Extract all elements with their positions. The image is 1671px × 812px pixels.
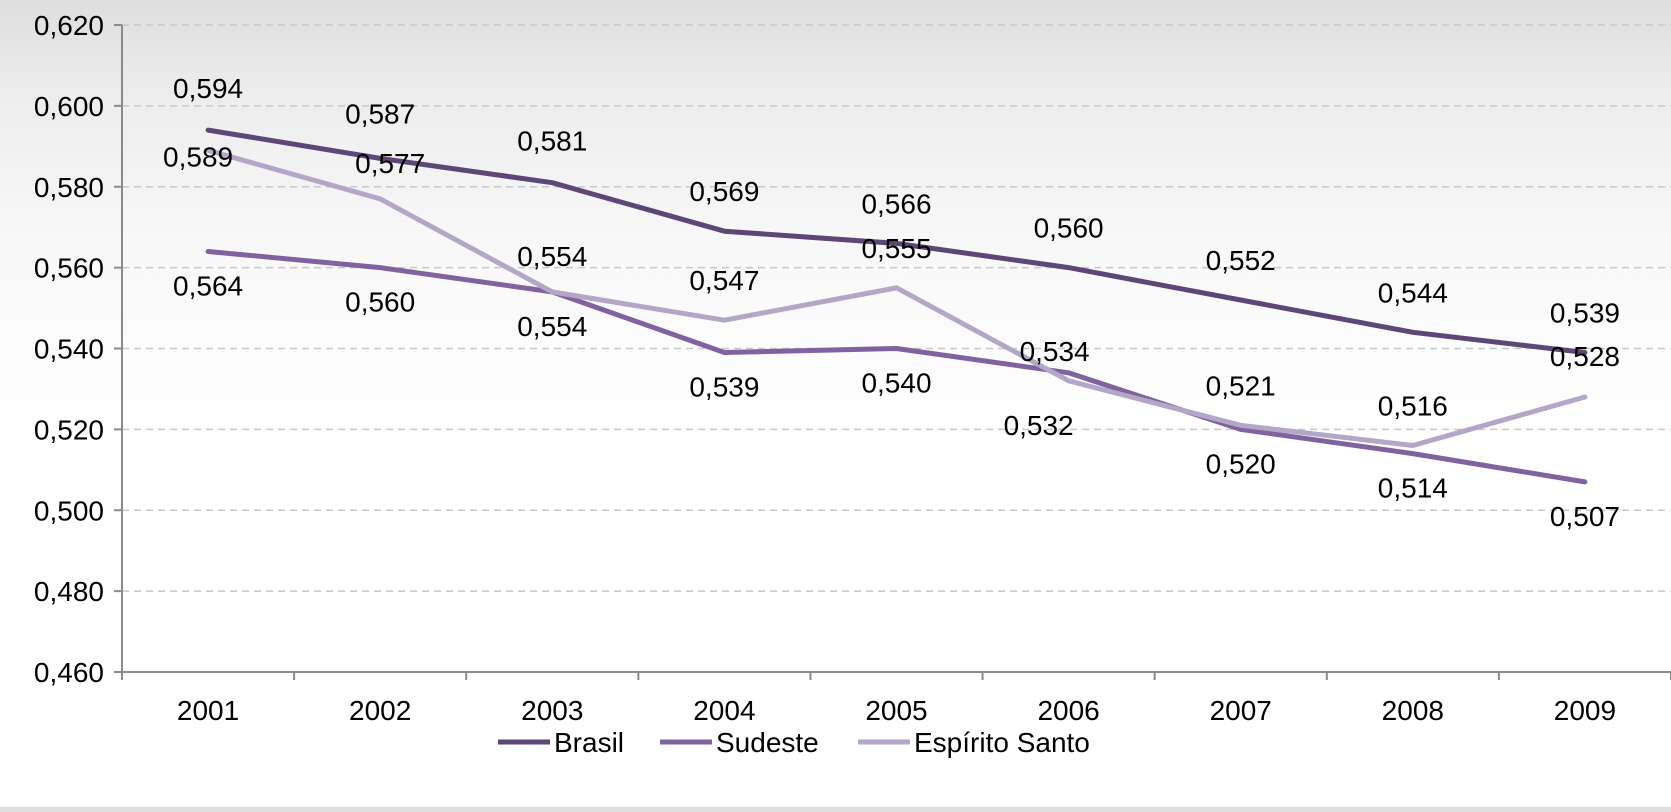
x-tick-label: 2006 <box>1037 695 1099 726</box>
axis-layer: 0,460 0,480 0,500 0,520 0,540 0,560 0,580 0,600… <box>34 10 1671 726</box>
data-label-layer: 0,594 0,587 0,581 0,569 0,566 0,560 0,552 0,544… <box>163 73 1620 532</box>
data-label: 0,554 <box>517 241 587 272</box>
data-label: 0,589 <box>163 141 233 172</box>
x-tick-label: 2004 <box>693 695 755 726</box>
series-layer <box>205 127 1588 485</box>
data-label: 0,560 <box>345 287 415 318</box>
data-label: 0,569 <box>689 176 759 207</box>
legend-label: Brasil <box>554 727 624 758</box>
y-tick-label: 0,460 <box>34 657 104 688</box>
y-tick-label: 0,520 <box>34 414 104 445</box>
x-tick-label: 2003 <box>521 695 583 726</box>
data-label: 0,552 <box>1206 245 1276 276</box>
series-line-espírito-santo <box>205 147 1588 448</box>
data-label: 0,564 <box>173 270 243 301</box>
x-tick-label: 2008 <box>1382 695 1444 726</box>
x-tick-label: 2001 <box>177 695 239 726</box>
data-label: 0,566 <box>861 188 931 219</box>
data-label: 0,554 <box>517 311 587 342</box>
x-tick-label: 2007 <box>1210 695 1272 726</box>
data-label: 0,534 <box>1020 336 1090 367</box>
data-label: 0,532 <box>1004 410 1074 441</box>
y-tick-label: 0,480 <box>34 576 104 607</box>
legend: Brasil Sudeste Espírito Santo <box>498 727 1090 758</box>
data-label: 0,587 <box>345 98 415 129</box>
data-label: 0,521 <box>1206 370 1276 401</box>
y-tick-label: 0,560 <box>34 253 104 284</box>
data-label: 0,547 <box>689 265 759 296</box>
data-label: 0,577 <box>355 148 425 179</box>
data-label: 0,555 <box>861 233 931 264</box>
y-tick-label: 0,540 <box>34 334 104 365</box>
data-label: 0,516 <box>1378 391 1448 422</box>
data-label: 0,514 <box>1378 473 1448 504</box>
legend-item: Sudeste <box>660 727 819 758</box>
y-tick-label: 0,580 <box>34 172 104 203</box>
data-label: 0,539 <box>689 372 759 403</box>
y-tick-label: 0,600 <box>34 91 104 122</box>
series-line-sudeste <box>205 249 1588 485</box>
legend-label: Espírito Santo <box>914 727 1090 758</box>
legend-label: Sudeste <box>716 727 819 758</box>
data-label: 0,539 <box>1550 298 1620 329</box>
data-label: 0,528 <box>1550 341 1620 372</box>
data-label: 0,540 <box>861 368 931 399</box>
data-label: 0,581 <box>517 126 587 157</box>
legend-item: Espírito Santo <box>858 727 1090 758</box>
y-tick-label: 0,620 <box>34 10 104 41</box>
data-label: 0,594 <box>173 73 243 104</box>
x-tick-label: 2005 <box>865 695 927 726</box>
data-label: 0,520 <box>1206 448 1276 479</box>
data-label: 0,544 <box>1378 277 1448 308</box>
series-line-brasil <box>205 127 1588 355</box>
data-label: 0,560 <box>1034 213 1104 244</box>
y-tick-label: 0,500 <box>34 495 104 526</box>
data-label: 0,507 <box>1550 501 1620 532</box>
x-tick-label: 2009 <box>1554 695 1616 726</box>
x-tick-label: 2002 <box>349 695 411 726</box>
legend-item: Brasil <box>498 727 624 758</box>
